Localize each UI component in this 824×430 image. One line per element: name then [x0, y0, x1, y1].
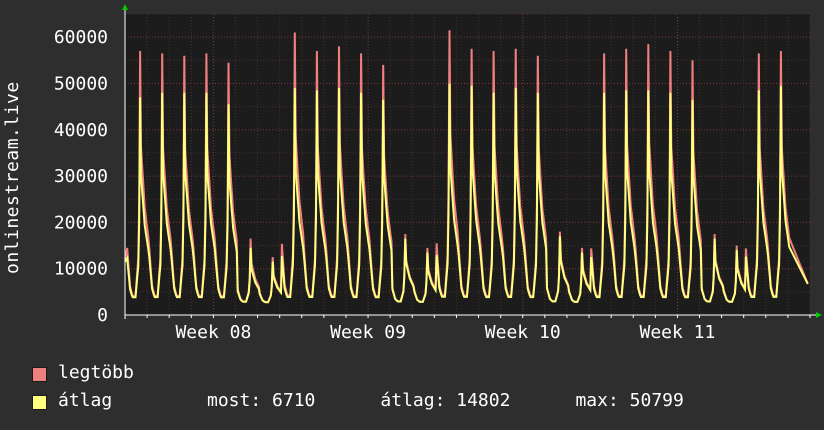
series-avg-line — [124, 83, 809, 304]
y-tick-label: 0 — [97, 305, 108, 326]
axes — [122, 4, 822, 319]
legend-avg-label: átlag — [58, 390, 113, 411]
legend-max-swatch — [32, 367, 47, 382]
y-tick-label: 10000 — [54, 259, 108, 280]
y-tick-label: 30000 — [54, 166, 108, 187]
x-tick-labels: Week 08 Week 09 Week 10 Week 11 — [175, 322, 715, 343]
x-tick-label: Week 09 — [330, 322, 406, 343]
x-tick-label: Week 10 — [485, 322, 561, 343]
y-tick-label: 20000 — [54, 212, 108, 233]
x-axis-arrow — [816, 312, 822, 318]
y-tick-label: 50000 — [54, 73, 108, 94]
legend-stats: most: 6710 átlag: 14802 max: 50799 — [207, 390, 684, 411]
plot-area — [125, 14, 810, 315]
y-tick-labels: 0 10000 20000 30000 40000 50000 60000 — [54, 27, 108, 326]
x-tick-label: Week 08 — [175, 322, 251, 343]
legend-avg-swatch — [32, 395, 47, 410]
y-tick-label: 40000 — [54, 120, 108, 141]
y-axis-arrow — [122, 4, 128, 10]
grid — [124, 13, 811, 316]
y-axis-label: onlinestream.live — [2, 81, 23, 274]
y-tick-label: 60000 — [54, 27, 108, 48]
legend-max-label: legtöbb — [58, 362, 134, 383]
x-tick-label: Week 11 — [639, 322, 715, 343]
